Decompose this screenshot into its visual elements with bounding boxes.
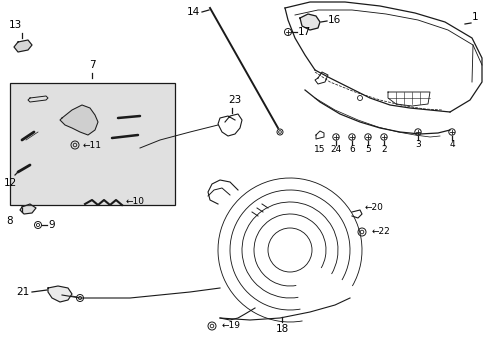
- Text: 14: 14: [186, 7, 200, 17]
- Bar: [10, 83, 175, 205]
- Polygon shape: [48, 286, 72, 302]
- Text: ←11: ←11: [83, 140, 102, 149]
- Text: 15: 15: [314, 145, 325, 154]
- Text: ←19: ←19: [222, 321, 241, 330]
- Text: ←10: ←10: [126, 198, 145, 207]
- Polygon shape: [20, 204, 36, 214]
- Text: 18: 18: [275, 324, 288, 334]
- Text: ←20: ←20: [364, 203, 383, 212]
- Text: 21: 21: [17, 287, 30, 297]
- Text: ←22: ←22: [371, 228, 390, 237]
- Text: 6: 6: [348, 145, 354, 154]
- Text: 7: 7: [88, 60, 95, 70]
- Polygon shape: [60, 105, 98, 135]
- Polygon shape: [14, 40, 32, 52]
- Text: 9: 9: [48, 220, 55, 230]
- Text: 16: 16: [327, 15, 341, 25]
- Text: 12: 12: [3, 178, 17, 188]
- Text: 2: 2: [381, 145, 386, 154]
- Text: 23: 23: [228, 95, 241, 105]
- Text: 4: 4: [448, 140, 454, 149]
- Text: 1: 1: [471, 12, 478, 22]
- Text: 5: 5: [365, 145, 370, 154]
- Text: 13: 13: [8, 20, 21, 30]
- Polygon shape: [299, 14, 319, 30]
- Text: 24: 24: [330, 145, 341, 154]
- Text: 8: 8: [7, 216, 13, 226]
- Text: 17: 17: [297, 27, 311, 37]
- Text: 3: 3: [414, 140, 420, 149]
